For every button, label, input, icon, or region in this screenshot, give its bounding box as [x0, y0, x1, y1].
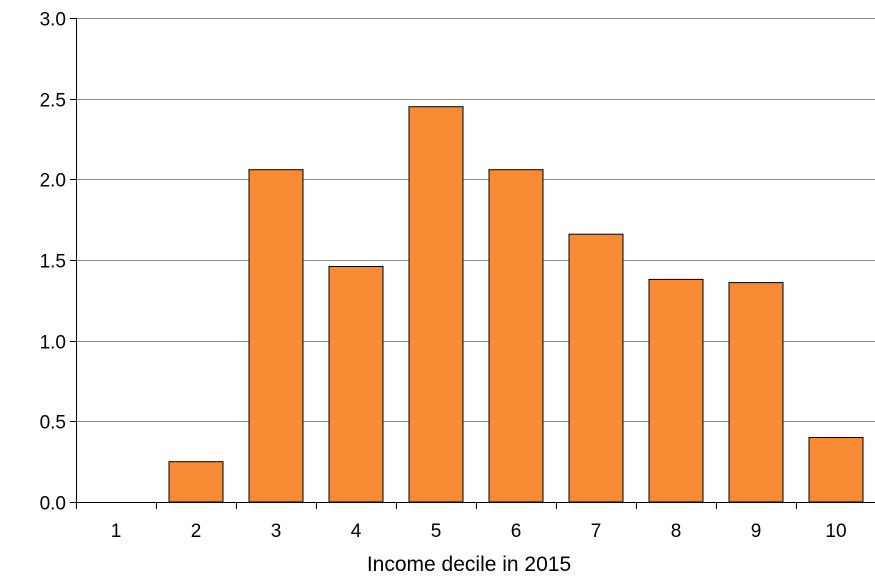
x-tick-label: 8 — [671, 521, 682, 542]
y-tick-label: 2.5 — [40, 91, 66, 112]
bar — [248, 169, 304, 503]
bar — [488, 169, 544, 503]
bar — [728, 282, 784, 503]
axes — [70, 18, 875, 509]
y-tick-label: 0.0 — [40, 494, 66, 515]
bar — [408, 106, 464, 503]
tick-labels: 0.0 0.5 1.0 1.5 2.0 2.5 3.0 1 2 3 4 5 6 7 8 9 10 — [40, 10, 847, 543]
bar — [568, 233, 624, 503]
x-tick-label: 4 — [351, 521, 362, 542]
y-tick-label: 3.0 — [40, 10, 66, 31]
x-tick-label: 9 — [751, 521, 762, 542]
x-tick-label: 10 — [825, 521, 846, 542]
x-tick-label: 3 — [271, 521, 282, 542]
x-tick-label: 6 — [511, 521, 522, 542]
x-tick-label: 5 — [431, 521, 442, 542]
bar — [808, 437, 864, 503]
x-tick-label: 1 — [111, 521, 122, 542]
y-tick-label: 1.5 — [40, 252, 66, 273]
x-tick-label: 2 — [191, 521, 202, 542]
y-tick-label: 2.0 — [40, 171, 66, 192]
bar — [168, 461, 224, 503]
y-tick-label: 1.0 — [40, 333, 66, 354]
x-tick-label: 7 — [591, 521, 602, 542]
bar — [328, 266, 384, 503]
bars — [168, 106, 864, 503]
bar — [648, 278, 704, 503]
x-axis-title: Income decile in 2015 — [367, 553, 571, 576]
y-tick-label: 0.5 — [40, 413, 66, 434]
